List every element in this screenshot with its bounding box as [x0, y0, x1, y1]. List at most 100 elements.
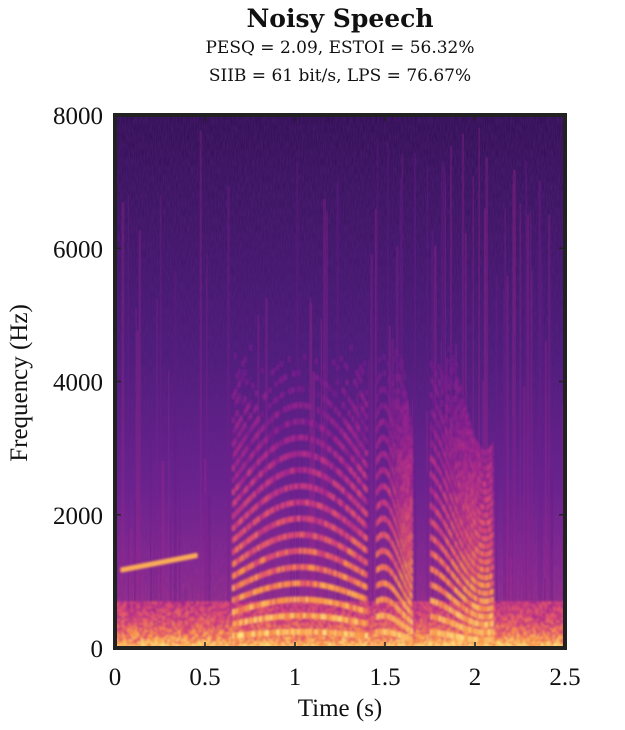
spectrogram-cell — [483, 610, 486, 614]
spectrogram-cell — [359, 627, 362, 630]
spectrogram-cell — [146, 613, 149, 616]
spectrogram-cell — [436, 627, 440, 630]
spectrogram-cell — [423, 620, 426, 623]
spectrogram-cell — [507, 624, 511, 628]
spectrogram-cell — [421, 617, 424, 621]
spectrogram-cell — [319, 620, 322, 623]
spectrogram-cell — [334, 638, 338, 642]
spectrogram-cell — [234, 601, 237, 605]
spectrogram-cell — [462, 613, 466, 616]
spectrogram-cell — [511, 629, 514, 633]
spectrogram-cell — [272, 608, 275, 612]
spectrogram-streak — [544, 340, 547, 648]
spectrogram-cell — [248, 636, 251, 640]
spectrogram-cell — [523, 624, 526, 628]
spectrogram-cell — [230, 627, 234, 630]
spectrogram-cell — [288, 634, 291, 637]
spectrogram-cell — [125, 622, 128, 626]
spectrogram-cell — [206, 610, 210, 614]
spectrogram-cell — [147, 629, 151, 633]
spectrogram-cell — [329, 624, 332, 628]
spectrogram-cell — [135, 631, 139, 635]
spectrogram-cell — [300, 641, 303, 644]
spectrogram-cell — [132, 624, 135, 628]
spectrogram-cell — [319, 622, 322, 626]
spectrogram-cell — [127, 606, 130, 609]
spectrogram-cell — [194, 608, 197, 612]
spectrogram-cell — [435, 641, 438, 644]
spectrogram-cell — [374, 641, 377, 644]
spectrogram-cell — [210, 608, 213, 612]
spectrogram-cell — [514, 636, 518, 640]
spectrogram-cell — [147, 610, 151, 614]
spectrogram-cell — [272, 624, 275, 628]
spectrogram-cell — [263, 636, 267, 640]
spectrogram-cell — [454, 629, 457, 633]
spectrogram-cell — [192, 608, 196, 612]
spectrogram-cell — [184, 615, 187, 619]
spectrogram-cell — [430, 608, 433, 612]
spectrogram-cell — [424, 627, 428, 630]
spectrogram-cell — [220, 634, 223, 637]
spectrogram-cell — [340, 627, 343, 630]
spectrogram-cell — [291, 641, 294, 644]
spectrogram-cell — [324, 622, 327, 626]
spectrogram-cell — [134, 631, 137, 635]
spectrogram-cell — [184, 627, 187, 630]
spectrogram-cell — [151, 634, 154, 637]
spectrogram-cell — [234, 627, 237, 630]
spectrogram-cell — [494, 636, 497, 640]
spectrogram-cell — [267, 641, 270, 644]
spectrogram-cell — [404, 629, 407, 633]
spectrogram-cell — [379, 638, 383, 642]
spectrogram-cell — [320, 636, 324, 640]
spectrogram-cell — [374, 601, 377, 605]
spectrogram-cell — [194, 627, 197, 630]
spectrogram-cell — [168, 627, 171, 630]
spectrogram-cell — [170, 636, 173, 640]
spectrogram-cell — [424, 606, 428, 609]
spectrogram-cell — [272, 643, 275, 647]
spectrogram-cell — [526, 641, 530, 644]
spectrogram-cell — [509, 608, 512, 612]
spectrogram-cell — [326, 638, 329, 642]
spectrogram-cell — [378, 636, 381, 640]
spectrogram-cell — [166, 613, 170, 616]
spectrogram-cell — [289, 643, 293, 647]
spectrogram-cell — [149, 643, 152, 647]
spectrogram-cell — [301, 624, 305, 628]
spectrogram-cell — [442, 641, 445, 644]
spectrogram-cell — [163, 606, 166, 609]
spectrogram-cell — [225, 643, 229, 647]
spectrogram-cell — [243, 629, 246, 633]
spectrogram-cell — [236, 615, 239, 619]
spectrogram-cell — [514, 603, 518, 607]
spectrogram-cell — [378, 641, 381, 644]
spectrogram-cell — [329, 613, 332, 616]
spectrogram-cell — [487, 603, 490, 607]
spectrogram-cell — [220, 608, 223, 612]
spectrogram-cell — [140, 608, 144, 612]
spectrogram-cell — [416, 643, 419, 647]
spectrogram-cell — [416, 608, 419, 612]
spectrogram-cell — [530, 622, 533, 626]
spectrogram-cell — [426, 613, 429, 616]
spectrogram-cell — [513, 627, 516, 630]
spectrogram-cell — [246, 643, 249, 647]
spectrogram-cell — [499, 613, 502, 616]
spectrogram-cell — [487, 620, 490, 623]
spectrogram-cell — [514, 610, 518, 614]
spectrogram-cell — [308, 603, 312, 607]
spectrogram-cell — [135, 613, 139, 616]
spectrogram-cell — [225, 603, 229, 607]
spectrogram-cell — [495, 608, 499, 612]
spectrogram-cell — [494, 608, 497, 612]
spectrogram-cell — [327, 643, 331, 647]
spectrogram-cell — [293, 606, 296, 609]
spectrogram-cell — [220, 613, 223, 616]
spectrogram-cell — [445, 643, 448, 647]
spectrogram-cell — [222, 636, 225, 640]
spectrogram-cell — [125, 620, 128, 623]
spectrogram-cell — [284, 603, 287, 607]
spectrogram-cell — [449, 603, 452, 607]
